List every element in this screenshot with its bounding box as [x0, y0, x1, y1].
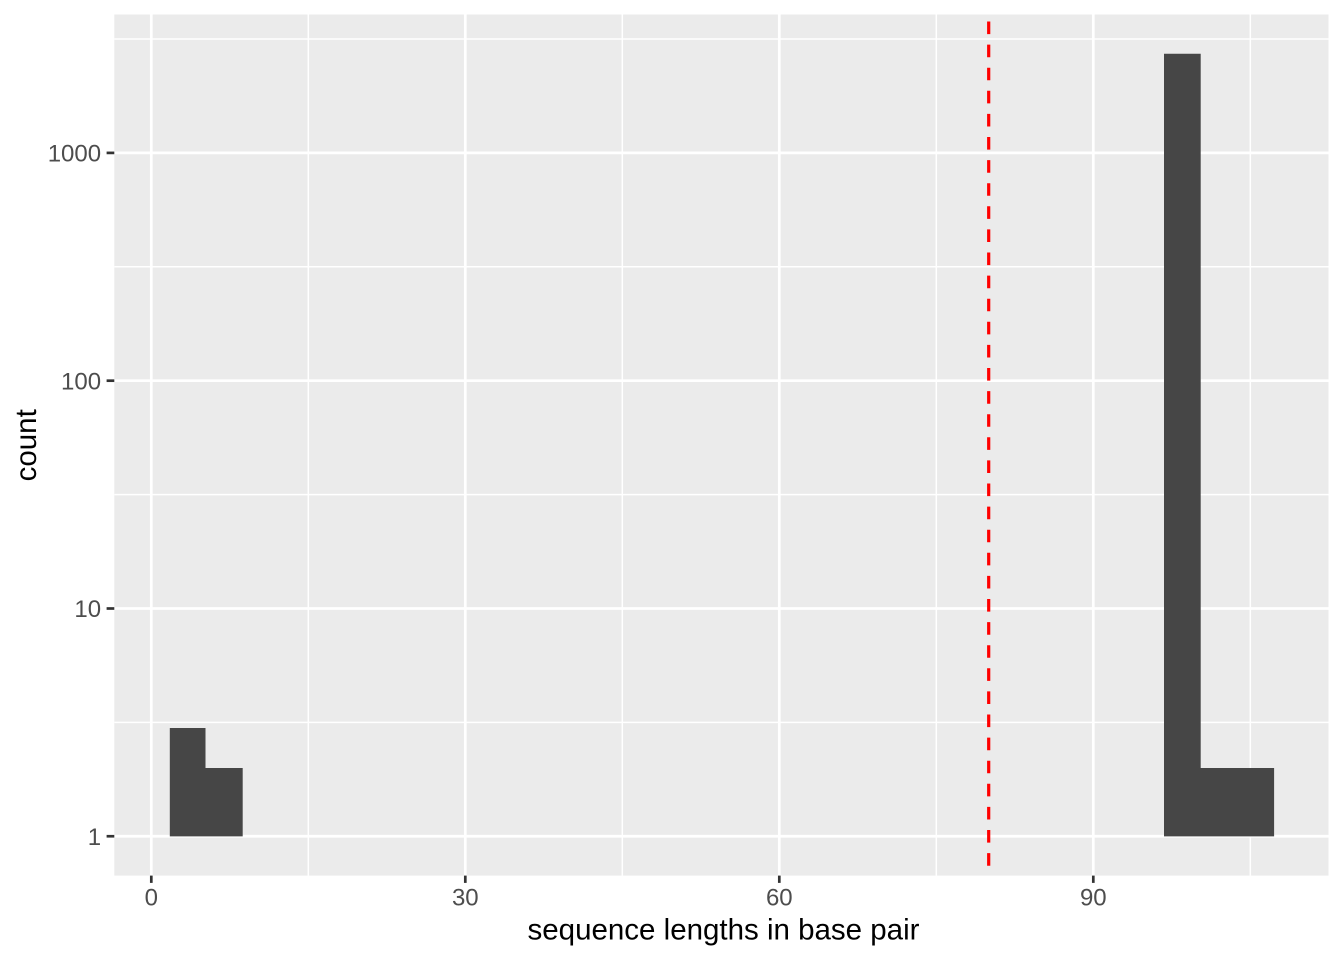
svg-text:100: 100 [61, 368, 101, 395]
svg-text:1000: 1000 [48, 141, 101, 168]
svg-text:count: count [10, 409, 43, 481]
svg-text:sequence lengths in base pair: sequence lengths in base pair [528, 914, 920, 947]
svg-text:10: 10 [74, 596, 101, 623]
svg-text:30: 30 [452, 885, 479, 912]
svg-text:0: 0 [145, 885, 158, 912]
svg-text:60: 60 [766, 885, 793, 912]
svg-text:1: 1 [88, 824, 101, 851]
svg-text:90: 90 [1080, 885, 1107, 912]
